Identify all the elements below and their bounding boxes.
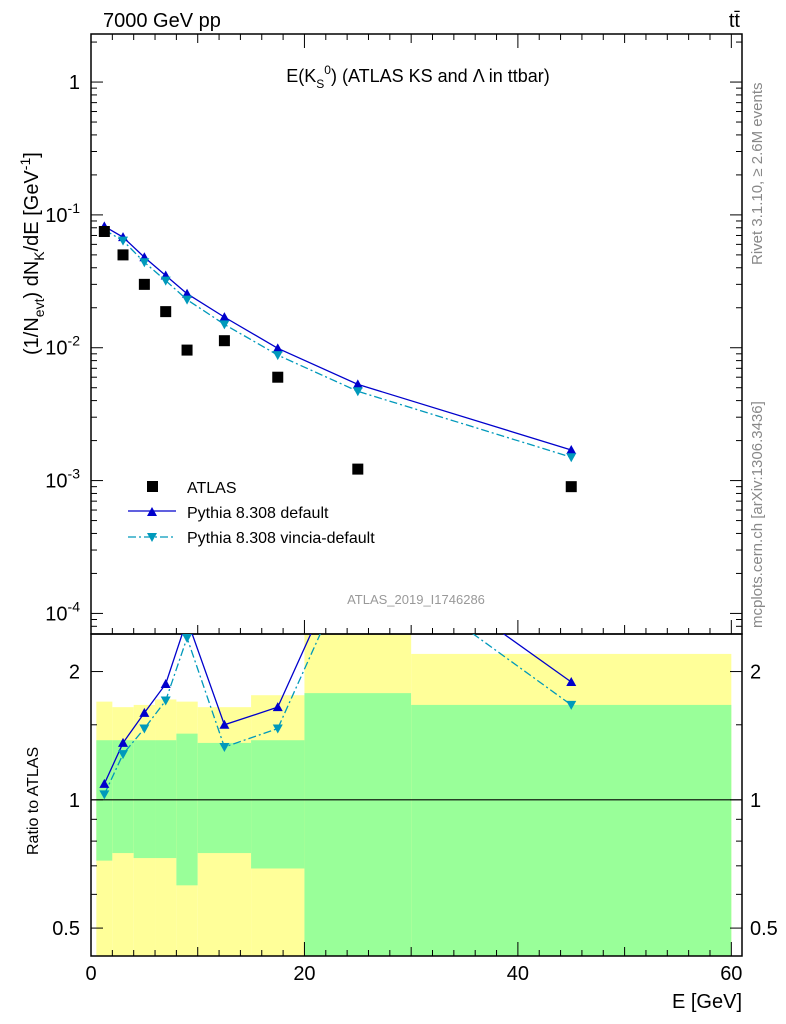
mc-vincia-marker: [272, 351, 283, 361]
ratio-default-line: [103, 634, 572, 785]
mc-vincia-marker: [139, 724, 150, 734]
mc-vincia-marker: [219, 320, 230, 330]
mc-default-marker: [219, 312, 230, 322]
ratio-uncertainty-bands: [96, 634, 732, 956]
x-tick-label: 20: [293, 963, 315, 985]
legend-default-marker: [147, 507, 157, 516]
mc-vincia-marker: [353, 546, 363, 555]
mc-vincia-marker: [139, 258, 150, 268]
data-point-marker: [160, 306, 172, 318]
inner-band-segment: [304, 693, 412, 956]
main-y-tick-label: 10-4: [45, 598, 80, 625]
mc-vincia-marker: [219, 743, 230, 753]
ratio-y-tick-label-right: 1: [750, 790, 761, 812]
mc-default-marker: [139, 707, 150, 717]
inner-band-segment: [112, 740, 134, 854]
x-tick-label: 60: [720, 963, 742, 985]
process-label: tt̄: [729, 10, 741, 32]
energy-label: 7000 GeV pp: [103, 10, 221, 32]
mc-vincia-marker: [272, 724, 283, 734]
mc-default-marker: [160, 678, 171, 688]
ratio-y-tick-label: 1: [69, 790, 80, 812]
legend-atlas-marker: [147, 481, 158, 492]
data-point-marker: [565, 481, 577, 493]
inner-band-segment: [155, 740, 177, 859]
ratio-series: [99, 546, 577, 800]
inner-band-segment: [251, 740, 305, 869]
data-point-marker: [272, 371, 284, 383]
mc-vincia-marker: [118, 750, 129, 760]
mc-vincia-marker: [160, 276, 171, 286]
legend-default-label: Pythia 8.308 default: [187, 505, 329, 522]
mc-default-marker: [219, 719, 230, 729]
mc-vincia-marker: [566, 700, 577, 710]
data-point-marker: [138, 278, 150, 290]
mc-default-marker: [272, 702, 283, 712]
mc-vincia-marker: [99, 790, 110, 800]
inner-band-segment: [133, 740, 156, 859]
ratio-y-tick-label-right: 2: [750, 662, 761, 684]
legend-vincia-label: Pythia 8.308 vincia-default: [187, 530, 375, 547]
mc-vincia-marker: [160, 696, 171, 706]
rivet-version-label: Rivet 3.1.10, ≥ 2.6M events: [749, 83, 766, 266]
data-point-marker: [98, 225, 110, 237]
mc-default-marker: [182, 288, 193, 298]
legend: ATLAS Pythia 8.308 default Pythia 8.308 …: [128, 480, 375, 547]
mc-default-marker: [99, 778, 110, 788]
main-y-axis-label: (1/Nevt) dNK/dE [GeV-1]: [17, 152, 47, 355]
ratio-y-tick-label: 0.5: [52, 918, 80, 940]
axis-ticks: 1 10-1 10-2 10-3 10-4 0 20 40 60 0.5 0.5 1 1 2 2: [45, 34, 778, 985]
ratio-y-tick-label-right: 0.5: [750, 918, 778, 940]
inner-band-segment: [411, 704, 732, 956]
mc-vincia-marker: [182, 634, 192, 643]
mc-vincia-marker: [118, 236, 129, 246]
plot-title: E(KS0) (ATLAS KS and Λ in ttbar): [286, 63, 550, 91]
mc-default-marker: [272, 343, 283, 353]
main-y-tick-label: 10-1: [45, 200, 80, 227]
main-series: [98, 221, 577, 493]
mc-vincia-marker: [566, 453, 577, 463]
ratio-panel-frame: [90, 633, 743, 957]
mc-vincia-marker: [182, 295, 193, 305]
x-tick-label: 0: [85, 963, 96, 985]
ratio-y-axis-label: Ratio to ATLAS: [25, 747, 42, 855]
mcplots-source-label: mcplots.cern.ch [arXiv:1306.3436]: [749, 401, 766, 628]
data-point-marker: [218, 335, 230, 347]
mc-vincia-marker: [352, 387, 363, 397]
mc-default-marker: [566, 444, 577, 454]
mc-default-marker: [182, 614, 192, 623]
mc-default-marker: [566, 677, 577, 687]
ratio-y-tick-label: 2: [69, 662, 80, 684]
data-point-marker: [352, 463, 364, 475]
mc-default-marker: [352, 379, 363, 389]
x-axis-label: E [GeV]: [672, 991, 742, 1013]
main-y-tick-label: 10-3: [45, 466, 80, 493]
legend-atlas-label: ATLAS: [187, 480, 237, 497]
data-point-marker: [117, 249, 129, 261]
main-y-tick-label: 1: [69, 72, 80, 94]
mc-default-line: [104, 225, 572, 451]
inner-band-segment: [176, 733, 198, 886]
legend-vincia-marker: [147, 533, 157, 542]
mc-vincia-line: [104, 229, 572, 458]
inner-band-segment: [197, 742, 252, 854]
analysis-watermark: ATLAS_2019_I1746286: [347, 592, 485, 607]
main-y-tick-label: 10-2: [45, 333, 80, 360]
x-tick-label: 40: [507, 963, 529, 985]
data-point-marker: [181, 344, 193, 356]
mc-default-marker: [118, 737, 129, 747]
